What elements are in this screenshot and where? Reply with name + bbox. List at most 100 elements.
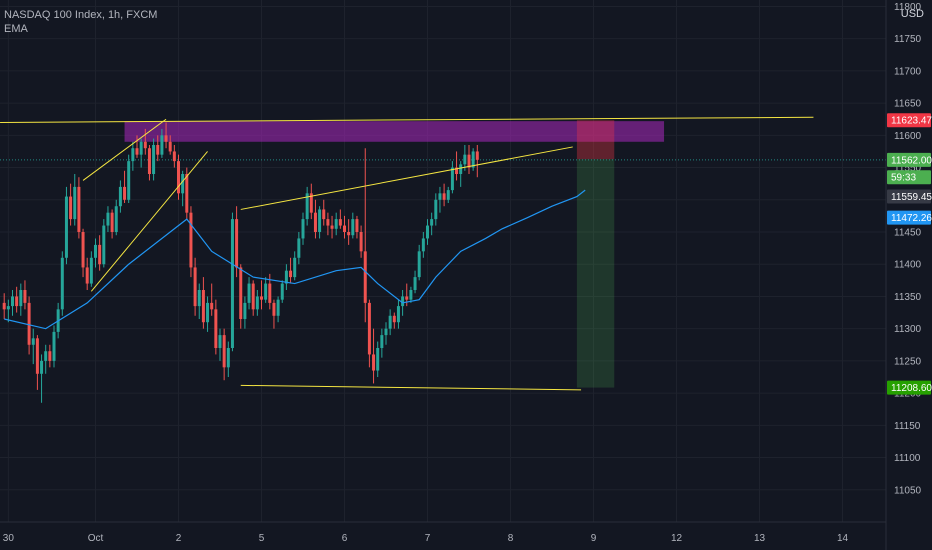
candle (355, 215, 359, 239)
candle-body (405, 296, 409, 300)
candle (139, 138, 143, 168)
price-axis[interactable]: 1105011100111501120011250113001135011400… (885, 0, 922, 550)
candle-body (260, 296, 263, 300)
candle (392, 312, 396, 329)
candle (60, 251, 64, 316)
candle (426, 219, 429, 245)
candle (409, 286, 413, 303)
take-profit-area (576, 159, 615, 388)
time-axis[interactable]: 30 Oct 2 5 6 7 8 9 12 13 14 (0, 521, 886, 544)
candle-body (359, 232, 363, 252)
candle-body (143, 141, 147, 149)
candle (434, 193, 438, 226)
candle (276, 296, 280, 323)
candle (326, 212, 330, 236)
candle-body (392, 315, 396, 323)
price-tag-bg (887, 113, 931, 128)
candle (376, 341, 380, 377)
candle-body (455, 167, 459, 174)
candle (64, 186, 68, 265)
candle (177, 154, 180, 200)
candle-body (355, 219, 359, 232)
candle-body (459, 164, 463, 174)
candle-body (147, 148, 151, 174)
candle (471, 148, 475, 171)
candle (351, 212, 355, 239)
candle-body (450, 167, 454, 191)
time-tick-label: 9 (591, 533, 597, 544)
candle (172, 145, 176, 168)
stop-loss-area (576, 120, 615, 160)
price-tag: 11472.26 (887, 210, 932, 225)
candle (73, 174, 77, 226)
candle (235, 206, 239, 278)
candle-body (114, 206, 118, 232)
price-tag-label: 11208.60 (891, 383, 932, 394)
time-tick-label: Oct (88, 533, 104, 544)
candle-body (446, 190, 450, 200)
price-tag-label: 11623.47 (891, 116, 932, 127)
candle (446, 186, 450, 203)
candle (343, 215, 346, 239)
candle-body (81, 232, 85, 268)
price-tick-label: 11800 (894, 2, 922, 13)
candle (147, 145, 151, 181)
indicator-label[interactable]: EMA (4, 23, 28, 35)
candle-body (438, 193, 442, 200)
candle (388, 309, 392, 336)
trendline (240, 146, 573, 210)
price-tick-label: 11100 (894, 453, 921, 464)
candle (459, 161, 463, 187)
time-tick-label: 2 (176, 533, 182, 544)
candle-body (40, 360, 44, 374)
candle-body (338, 219, 342, 226)
candle (31, 328, 35, 365)
candle-body (264, 283, 268, 300)
candle (359, 225, 363, 258)
candle (160, 128, 164, 158)
candle-body (413, 277, 417, 290)
candle (239, 264, 243, 329)
candle-body (69, 196, 73, 220)
candle (230, 212, 234, 352)
candle (363, 148, 367, 323)
candle (475, 145, 479, 178)
candle-body (276, 299, 280, 316)
candle-body (31, 338, 35, 345)
candle-body (206, 302, 210, 323)
candle (455, 151, 459, 181)
candle-body (152, 145, 156, 174)
candle (197, 283, 201, 319)
price-tick-label: 11350 (894, 292, 922, 303)
price-tick-label: 11600 (894, 131, 922, 142)
candle (438, 186, 442, 213)
candle-body (15, 296, 19, 307)
symbol-line[interactable]: NASDAQ 100 Index, 1h, FXCM (4, 9, 158, 21)
candle-body (421, 238, 425, 252)
candle-body (106, 212, 110, 226)
currency-label[interactable]: USD (900, 8, 924, 20)
price-tag-bg (887, 210, 931, 225)
candle (430, 212, 434, 236)
candle (334, 212, 338, 236)
candle (380, 328, 384, 358)
candle (214, 299, 218, 355)
candle (131, 141, 135, 171)
price-tag-label: 59:33 (891, 173, 916, 184)
candle-body (372, 354, 376, 371)
time-tick-label: 7 (425, 533, 431, 544)
candle-body (251, 283, 255, 310)
candle (218, 328, 222, 361)
candle (384, 322, 388, 345)
price-tick-label: 11050 (894, 485, 922, 496)
candle-body (272, 302, 276, 316)
candle (467, 145, 471, 174)
candle (52, 325, 56, 368)
candle (338, 209, 342, 229)
candle (222, 328, 226, 381)
candle (81, 228, 85, 278)
time-tick-label: 14 (837, 533, 849, 544)
candle (210, 283, 214, 316)
trendline (240, 384, 582, 391)
